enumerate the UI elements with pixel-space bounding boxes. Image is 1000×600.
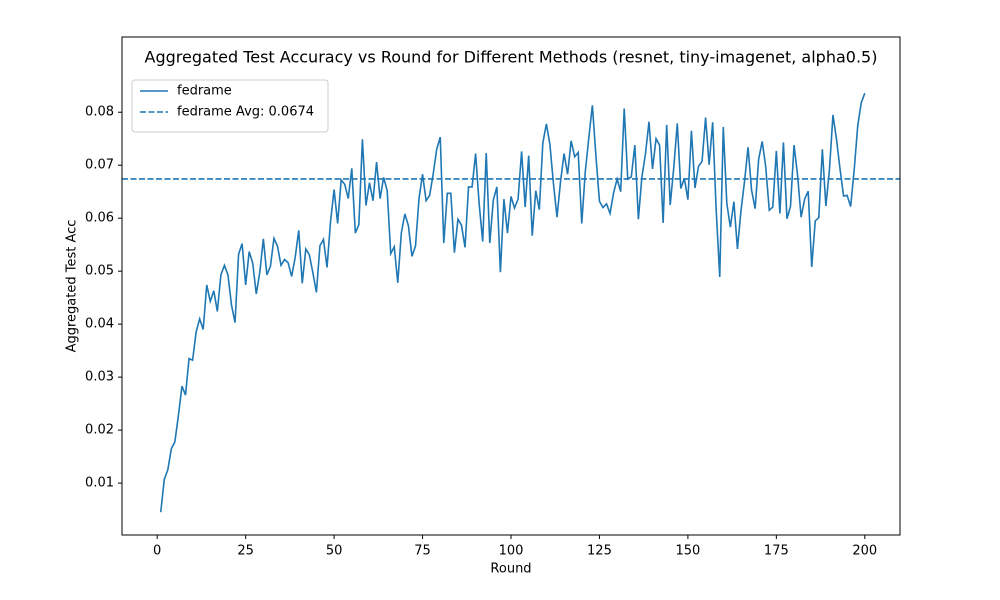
data-line — [159, 92, 866, 513]
axes-frame — [121, 36, 901, 536]
x-tick-label: 100 — [499, 544, 524, 559]
y-tick-label: 0.06 — [85, 211, 114, 226]
y-tick-label: 0.03 — [85, 370, 114, 385]
x-axis-label: Round — [490, 562, 531, 577]
x-tick-label: 175 — [764, 544, 789, 559]
x-tick-label: 0 — [153, 544, 161, 559]
y-tick-label: 0.07 — [85, 158, 114, 173]
legend-label: fedrame — [177, 84, 232, 99]
y-tick-label: 0.04 — [85, 317, 114, 332]
y-tick-label: 0.02 — [85, 423, 114, 438]
x-tick-label: 150 — [675, 544, 700, 559]
y-tick-label: 0.08 — [85, 105, 114, 120]
x-tick-label: 75 — [414, 544, 431, 559]
y-tick-label: 0.05 — [85, 264, 114, 279]
x-tick-label: 50 — [326, 544, 343, 559]
y-tick-label: 0.01 — [85, 476, 114, 491]
legend-box — [131, 79, 329, 133]
chart-title: Aggregated Test Accuracy vs Round for Di… — [145, 48, 878, 67]
x-tick-label: 125 — [587, 544, 612, 559]
y-axis-label: Aggregated Test Acc — [65, 220, 80, 353]
x-tick-label: 200 — [852, 544, 877, 559]
x-tick-label: 25 — [237, 544, 254, 559]
legend-label: fedrame Avg: 0.0674 — [177, 105, 314, 120]
